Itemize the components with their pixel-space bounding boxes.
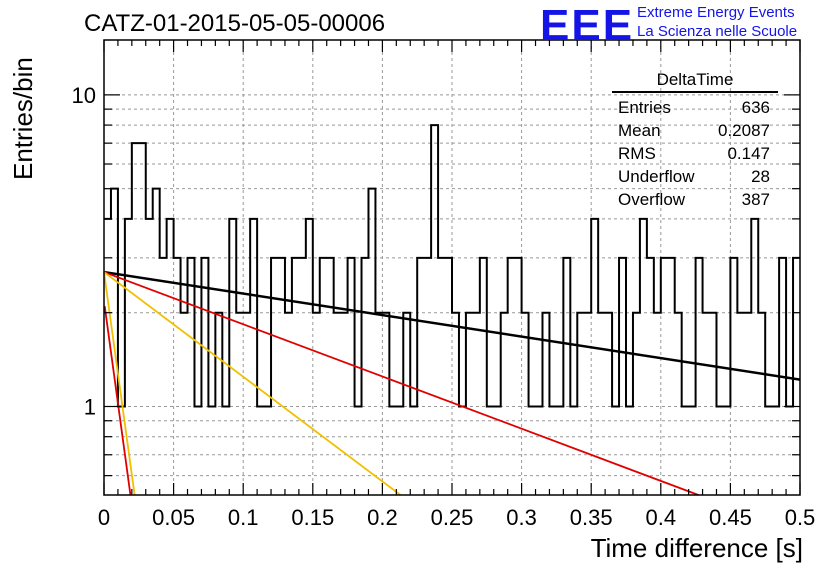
x-tick-label: 0.45 (709, 505, 752, 530)
stats-label: Entries (618, 98, 671, 117)
histogram (104, 124, 800, 408)
x-tick-label: 0.2 (367, 505, 398, 530)
x-axis-label: Time difference [s] (590, 533, 803, 563)
x-tick-label: 0.35 (570, 505, 613, 530)
logo-line-2: La Scienza nelle Scuole (637, 23, 798, 40)
stats-row-mean: Mean 0.2087 (612, 119, 778, 142)
stats-value: 0.147 (727, 144, 770, 163)
stats-value: 387 (741, 190, 770, 209)
x-tick-label: 0.4 (646, 505, 677, 530)
fit-curve-1 (103, 270, 801, 381)
axes: 0 0.05 0.1 0.15 0.2 0.25 0.3 0.35 0.4 0.45 0.5 1 10 (72, 39, 816, 530)
stats-value: 636 (741, 98, 770, 117)
x-tick-label: 0 (98, 505, 110, 530)
stats-row-overflow: Overflow 387 (612, 188, 778, 211)
stats-label: Overflow (618, 190, 686, 209)
stats-label: RMS (618, 144, 656, 163)
stats-title: DeltaTime (612, 70, 778, 93)
x-tick-label: 0.05 (152, 505, 195, 530)
logo-line-1: Extreme Energy Events (637, 4, 795, 21)
eee-logo: EEE (540, 1, 635, 50)
stats-row-entries: Entries 636 (612, 96, 778, 119)
x-tick-label: 0.3 (506, 505, 537, 530)
fit-curve-3 (103, 271, 402, 496)
fit-curve-5 (103, 271, 136, 496)
stats-row-rms: RMS 0.147 (612, 142, 778, 165)
stats-value: 28 (751, 167, 770, 186)
stats-box: DeltaTime Entries 636 Mean 0.2087 RMS 0.… (612, 70, 778, 211)
stats-label: Mean (618, 121, 661, 140)
x-tick-label: 0.25 (431, 505, 474, 530)
x-tick-label: 0.5 (785, 505, 816, 530)
stats-row-underflow: Underflow 28 (612, 165, 778, 188)
x-tick-label: 0.1 (228, 505, 259, 530)
y-tick-label: 10 (72, 83, 96, 108)
stats-label: Underflow (618, 167, 695, 186)
grid (104, 40, 800, 495)
chart-title: CATZ-01-2015-05-05-00006 (84, 10, 386, 37)
x-tick-label: 0.15 (291, 505, 334, 530)
fit-curve-2 (103, 271, 699, 496)
y-tick-label: 1 (84, 394, 96, 419)
y-axis-label: Entries/bin (8, 57, 38, 180)
stats-value: 0.2087 (718, 121, 770, 140)
fit-curves (103, 270, 801, 496)
fit-curve-4 (103, 305, 132, 496)
histogram-line (104, 124, 800, 408)
